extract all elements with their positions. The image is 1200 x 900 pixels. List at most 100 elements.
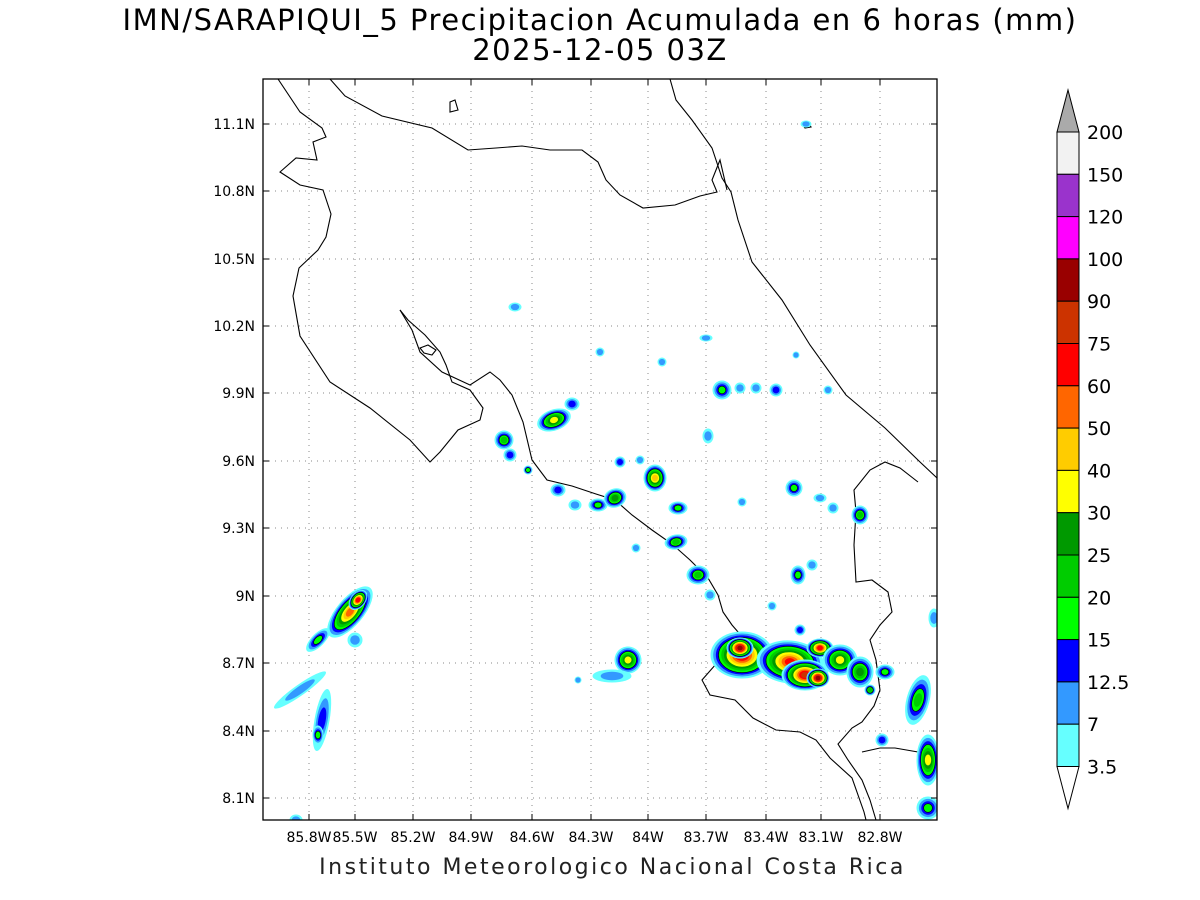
colorbar-segment [1056,131,1080,175]
precip-cell [631,543,641,553]
precip-cell [523,465,533,475]
precip-cell [686,565,710,585]
precip-cell [905,675,931,725]
island-nicoya [419,344,437,356]
precip-cell [664,534,688,550]
colorbar-over-triangle [1056,88,1080,133]
precip-contour [808,561,816,569]
precip-cell [800,120,812,128]
y-tick-label: 9.9N [222,386,255,402]
precip-cell [592,669,632,683]
precip-cell [568,499,582,511]
precip-cell [550,483,566,497]
colorbar-segment [1056,216,1080,260]
precip-cell [574,676,582,684]
precip-contour [624,656,632,664]
precip-contour [924,754,932,766]
precip-contour [673,504,683,512]
precip-contour [815,675,821,681]
x-tick-label: 82.8W [857,830,902,846]
precip-contour [506,451,514,459]
precip-cell [588,498,608,512]
precip-cell [792,351,800,359]
precip-contour [596,348,604,356]
y-tick-label: 10.5N [213,252,255,268]
precip-cell [864,684,876,696]
precip-cell [916,796,937,820]
precip-contour [867,687,873,693]
precip-contour [824,386,832,394]
precipitation-field [274,120,937,820]
colorbar-label: 12.5 [1087,672,1129,694]
precip-cell [603,488,627,508]
precip-contour [802,121,810,127]
precip-cell [347,632,363,648]
precip-contour [878,736,886,744]
precip-contour [500,436,508,444]
axis-ticks: 85.8W 85.5W 85.2W 84.9W 84.6W 84.3W 84W 83.7W 83… [213,79,937,846]
precip-cell [595,347,605,357]
precip-cell [851,505,869,525]
pacific-coast [399,309,867,820]
precip-cell [289,814,303,820]
colorbar-segment [1056,723,1080,768]
precip-contour [880,668,890,676]
precip-contour [736,384,744,392]
y-tick-label: 9N [236,589,255,605]
colorbar-segment [1056,512,1080,556]
precip-cell [704,589,716,601]
precip-contour [817,645,823,651]
precip-contour [737,645,743,651]
precip-contour [285,679,315,701]
precip-contour [611,494,619,502]
colorbar-label: 15 [1087,630,1111,652]
colorbar-segment [1056,554,1080,598]
precip-cell [348,589,368,611]
golfo-dulce-shore [837,461,919,820]
precip-cell [790,565,806,585]
precip-contour [706,591,714,599]
precip-cell [806,668,830,688]
caribbean-coast [669,79,937,479]
colorbar-legend: 200 150 120 100 90 75 60 50 40 30 25 20 15 12.5 7 3.5 [1056,88,1129,811]
colorbar-segment [1056,596,1080,641]
precip-contour [815,494,825,502]
precip-cell [699,334,713,342]
colorbar-under-triangle [1056,766,1080,811]
precip-cell [827,502,839,514]
precip-cell [537,408,571,432]
precip-cell [614,456,626,468]
precip-cell [702,428,714,444]
chart-title: IMN/SARAPIQUI_5 Precipitacion Acumulada … [122,3,1078,37]
colorbar-segment [1056,300,1080,345]
precip-cell [916,734,937,786]
precip-cell [668,501,688,515]
map-frame [262,78,938,821]
colorbar-label: 40 [1087,460,1111,482]
precip-cell [508,302,522,312]
colorbar-segment [1056,639,1080,683]
coastlines-borders [277,79,937,820]
precip-cell [274,671,326,709]
precip-contour [568,400,576,408]
precip-contour [704,431,712,441]
nicaragua-border [277,79,484,463]
precip-contour [752,384,760,392]
precip-contour [632,544,640,552]
precip-contour [355,597,361,603]
precip-cell [875,664,895,680]
precip-contour [345,607,355,617]
y-tick-label: 10.8N [213,184,255,200]
precip-contour [797,627,803,633]
colorbar-label: 150 [1087,164,1123,186]
precip-cell [312,688,332,752]
precip-contour [772,386,780,394]
colorbar-segment [1056,258,1080,302]
island-north-lake [449,99,459,113]
precip-cell [823,385,833,395]
x-tick-label: 83.1W [798,830,843,846]
nicaragua-border-north [329,79,728,209]
footer-credit: Instituto Meteorologico Nacional Costa R… [319,855,906,880]
x-tick-label: 85.8W [286,830,331,846]
